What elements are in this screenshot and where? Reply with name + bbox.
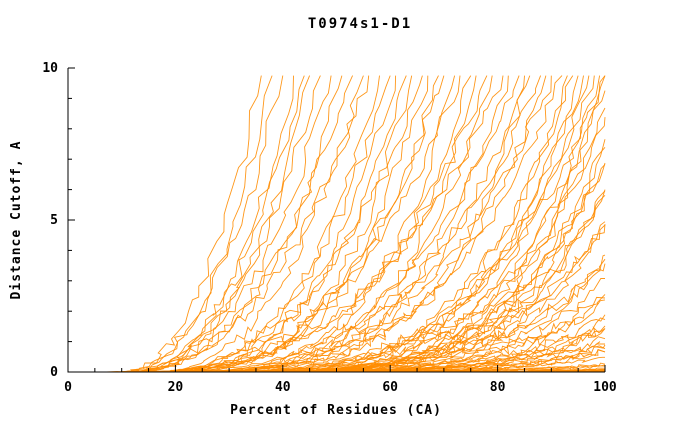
model-curve [127, 75, 504, 373]
model-curve [143, 75, 601, 373]
model-curves [100, 75, 606, 373]
x-tick-label: 60 [382, 380, 398, 395]
model-curve [127, 75, 380, 373]
x-axis-label: Percent of Residues (CA) [230, 403, 442, 418]
x-tick-label: 80 [490, 380, 506, 395]
model-curve [143, 221, 606, 373]
model-curve [121, 75, 262, 373]
model-curve [111, 75, 273, 373]
model-curve [153, 75, 590, 373]
model-curve [153, 194, 606, 373]
model-curve [132, 75, 284, 373]
chart-title: T0974s1-D1 [308, 16, 412, 32]
model-curve [132, 75, 354, 373]
axis-ticks [67, 67, 606, 373]
model-curve [121, 75, 332, 373]
y-tick-label: 5 [50, 213, 58, 228]
model-curve [137, 75, 509, 373]
y-tick-label: 0 [50, 365, 58, 380]
model-curve [143, 75, 429, 373]
x-tick-label: 20 [168, 380, 184, 395]
tick-labels: 0 20 40 60 80 100 0 5 10 [42, 61, 617, 395]
model-curve [127, 75, 445, 373]
model-curve [110, 75, 343, 373]
model-curve [121, 75, 461, 373]
x-tick-label: 40 [275, 380, 291, 395]
x-tick-label: 100 [593, 380, 617, 395]
y-tick-label: 10 [42, 61, 58, 76]
model-curve [116, 75, 370, 373]
y-axis-label: Distance Cutoff, A [9, 141, 24, 300]
x-tick-label: 0 [64, 380, 72, 395]
